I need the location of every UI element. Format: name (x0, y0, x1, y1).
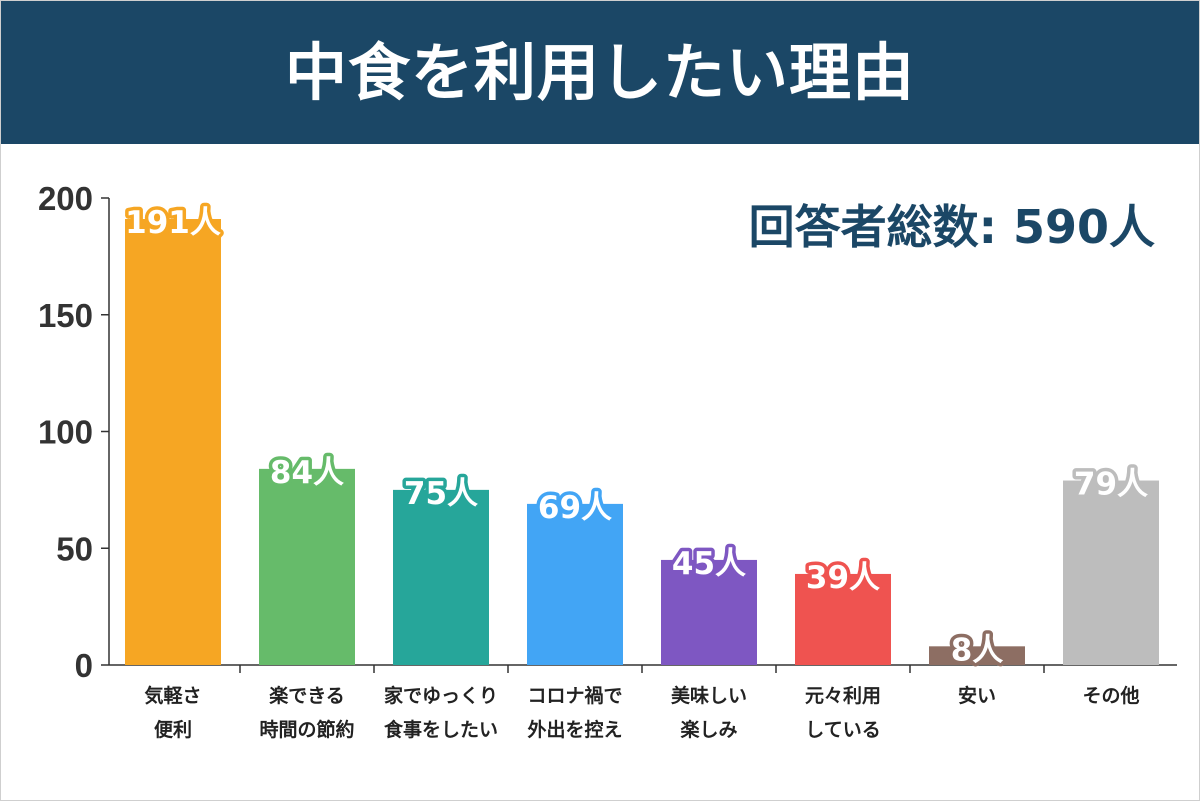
category-label: 安い (958, 684, 996, 707)
category-label: 食事をしたい (384, 718, 498, 741)
bar (527, 503, 623, 665)
bar (393, 489, 489, 665)
bar-value-label: 8人 (951, 632, 1004, 668)
bar-value-label: 45人 (672, 546, 746, 582)
category-label: 美味しい (671, 684, 747, 707)
bar-value-labels: 191人 84人 75人 69人 45人 39人 8人 79人 (122, 202, 1152, 672)
category-label: している (805, 719, 880, 741)
bar (929, 646, 1025, 665)
bars (125, 219, 1159, 665)
y-tick-label: 100 (38, 414, 93, 451)
category-label: 楽しみ (680, 718, 737, 741)
bar-value-label: 191人 (125, 205, 221, 241)
chart-title: 中食を利用したい理由 (284, 35, 915, 109)
category-label: 外出を控え (527, 718, 622, 741)
bar-value-label: 39人 (806, 560, 880, 596)
y-tick-label: 200 (38, 180, 93, 217)
category-label: 家でゆっくり (384, 684, 498, 707)
category-label: コロナ禍で (527, 684, 622, 707)
bar-value-label: 75人 (404, 476, 478, 512)
bar-value-label: 84人 (270, 455, 344, 491)
category-label: 気軽さ (144, 684, 201, 707)
bar (795, 573, 891, 665)
bar-value-label: 69人 (538, 490, 612, 526)
category-label: 便利 (154, 719, 192, 741)
header-banner: 中食を利用したい理由 (1, 1, 1199, 144)
respondent-total: 回答者総数: 590人 (748, 200, 1155, 254)
category-label: その他 (1082, 684, 1139, 707)
y-tick-label: 50 (56, 530, 93, 567)
bar (259, 468, 355, 665)
bar (125, 219, 221, 665)
y-tick-label: 150 (38, 297, 93, 334)
bar (1063, 480, 1159, 665)
category-label: 元々利用 (805, 685, 881, 707)
y-axis: 0 50 100 150 200 (38, 180, 1177, 684)
bar-value-label: 79人 (1074, 467, 1148, 503)
category-label: 時間の節約 (259, 718, 354, 741)
y-tick-label: 0 (75, 647, 93, 684)
bar (661, 559, 757, 665)
category-label: 楽できる (269, 684, 345, 707)
